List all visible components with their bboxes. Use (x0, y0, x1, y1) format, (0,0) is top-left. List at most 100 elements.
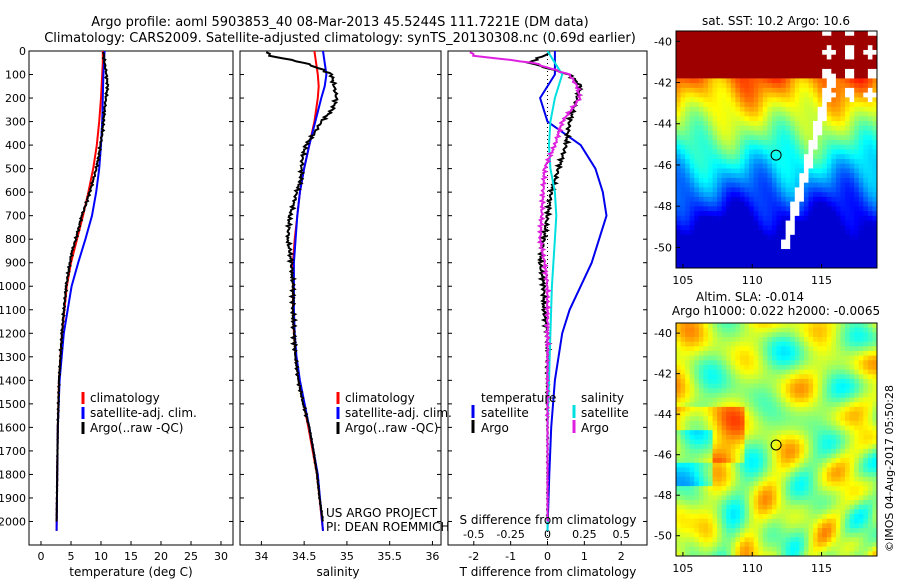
map-cell (676, 87, 681, 94)
map-cell (799, 177, 805, 184)
map-cell (707, 453, 713, 459)
map-cell (762, 495, 768, 501)
map-cell (845, 130, 850, 136)
map-cell (845, 196, 850, 203)
x-tick-label: 34 (254, 550, 268, 563)
map-cell (803, 215, 809, 221)
map-cell (767, 472, 773, 478)
map-cell (730, 509, 736, 515)
map-cell (794, 472, 800, 478)
map-cell (735, 504, 741, 510)
map-cell (771, 430, 777, 436)
map-cell (744, 528, 750, 534)
map-cell (799, 253, 805, 259)
map-cell (826, 327, 832, 333)
map-cell (781, 144, 787, 150)
map-cell (826, 369, 832, 375)
map-cell (676, 125, 681, 131)
map-cell (703, 249, 709, 255)
map-cell (790, 448, 796, 454)
map-cell (717, 97, 723, 103)
map-cell (808, 211, 814, 217)
map-cell (785, 144, 791, 150)
map-cell (767, 211, 773, 217)
map-cell (694, 336, 700, 343)
map-cell (817, 397, 823, 403)
map-cell (712, 102, 718, 108)
map-cell (781, 158, 787, 165)
map-cell (739, 462, 745, 468)
map-cell (680, 346, 686, 352)
map-cell (685, 140, 691, 146)
map-cell (863, 430, 869, 436)
map-cell (803, 532, 809, 538)
map-cell (776, 402, 782, 408)
map-cell (790, 458, 796, 464)
map-cell (771, 444, 777, 450)
map-cell (730, 87, 736, 94)
map-cell (840, 383, 846, 389)
map-cell (689, 546, 695, 552)
map-cell (694, 551, 700, 557)
map-cell (863, 453, 869, 459)
map-cell (689, 111, 695, 117)
map-cell (703, 40, 709, 46)
map-cell (803, 196, 809, 203)
map-cell (739, 392, 745, 398)
map-cell (854, 206, 860, 212)
map-cell (785, 173, 791, 179)
map-cell (854, 453, 860, 459)
map-cell (845, 149, 850, 155)
map-cell (790, 35, 796, 41)
map-cell (680, 467, 686, 473)
map-cell (739, 448, 745, 454)
map-cell (790, 163, 796, 169)
map-cell (835, 206, 841, 212)
map-cell (735, 125, 741, 131)
map-cell (872, 253, 878, 259)
map-cell (854, 500, 860, 506)
map-cell (730, 486, 736, 492)
map-cell (872, 546, 878, 552)
map-cell (781, 154, 787, 160)
map-cell (854, 364, 860, 370)
map-cell (872, 230, 878, 236)
map-cell (735, 425, 741, 431)
map-cell (698, 111, 704, 117)
map-cell (858, 448, 864, 454)
map-cell (840, 472, 846, 478)
map-cell (676, 420, 681, 426)
map-cell (794, 97, 800, 103)
map-cell (762, 434, 768, 440)
map-cell (744, 102, 750, 108)
map-cell (707, 215, 713, 221)
map-cell (854, 490, 860, 496)
map-cell (849, 111, 855, 117)
map-cell (835, 64, 841, 70)
map-cell (735, 448, 741, 454)
map-cell (721, 83, 727, 89)
map-cell (762, 87, 768, 94)
map-cell (872, 116, 878, 122)
map-cell (680, 406, 686, 412)
map-cell (867, 144, 873, 150)
map-cell (799, 532, 805, 538)
map-cell (785, 158, 791, 165)
map-cell (730, 336, 736, 343)
map-cell (762, 116, 768, 122)
map-cell (794, 220, 800, 226)
map-cell (858, 341, 864, 347)
map-cell (753, 551, 759, 557)
map-cell (808, 64, 814, 70)
map-cell (785, 392, 791, 398)
map-cell (863, 476, 869, 482)
map-cell (694, 40, 700, 46)
map-cell (735, 206, 741, 212)
map-cell (867, 253, 873, 259)
map-cell (694, 192, 700, 198)
map-cell (826, 542, 832, 548)
map-cell (707, 402, 713, 408)
map-cell (817, 542, 823, 548)
map-cell (735, 68, 741, 75)
map-cell (854, 244, 860, 250)
